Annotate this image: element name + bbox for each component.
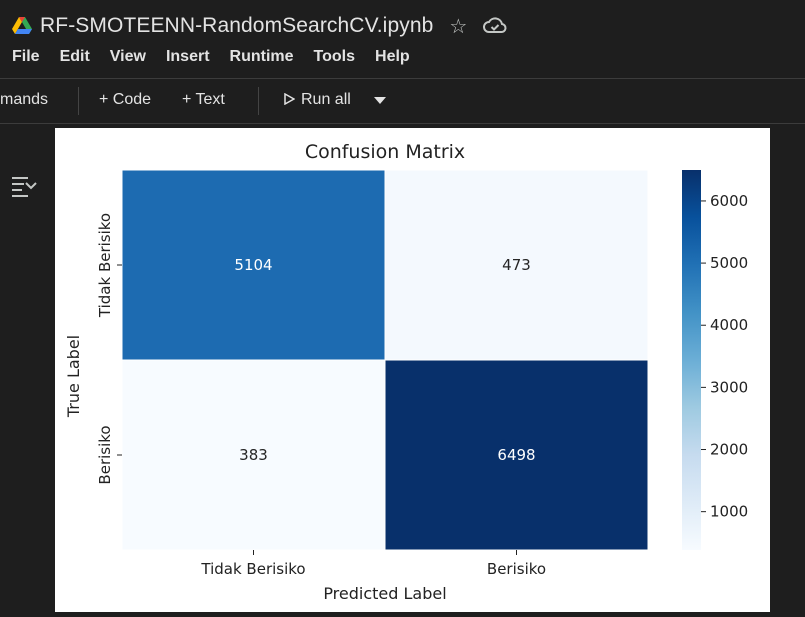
x-axis-label: Predicted Label (323, 584, 446, 603)
x-ticks: Tidak Berisiko Berisiko (200, 550, 546, 578)
commands-button[interactable]: mands (0, 91, 49, 108)
toolbar-separator (258, 87, 259, 115)
output-collapse-icon[interactable] (10, 174, 38, 198)
menu-help[interactable]: Help (375, 48, 410, 65)
toolbar-divider (0, 123, 805, 124)
toolbar-separator (78, 87, 79, 115)
heatmap-cell (121, 359, 386, 551)
cell-value-label: 5104 (234, 256, 272, 274)
menu-tools[interactable]: Tools (313, 48, 356, 65)
confusion-matrix-chart: Confusion Matrix Predicted Label True La… (64, 141, 748, 603)
x-tick-label: Berisiko (487, 560, 546, 578)
cell-value-label: 473 (502, 256, 531, 274)
menu-edit[interactable]: Edit (59, 48, 90, 65)
colorbar-scale (682, 170, 701, 550)
header-divider (0, 78, 805, 79)
colorbar-tick-label: 4000 (710, 316, 748, 334)
cloud-saved-icon[interactable] (483, 16, 507, 36)
add-text-button[interactable]: + Text (182, 91, 225, 108)
y-ticks: Tidak Berisiko Berisiko (96, 213, 122, 485)
toolbar: mands + Code + Text Run all (0, 79, 805, 123)
heatmap-cells: 5104 473 383 6498 (121, 169, 649, 551)
menu-view[interactable]: View (109, 48, 146, 65)
google-drive-icon (12, 17, 32, 34)
colorbar-tick-label: 5000 (710, 254, 748, 272)
colorbar-tick-label: 3000 (710, 378, 748, 396)
colorbar-tick-label: 2000 (710, 441, 748, 459)
play-icon (284, 92, 296, 106)
header: RF-SMOTEENN-RandomSearchCV.ipynb ☆ File … (0, 0, 805, 78)
heatmap-cell (384, 169, 649, 361)
run-all-label: Run all (301, 91, 351, 108)
chevron-down-icon[interactable] (373, 96, 387, 106)
colorbar: 1000 2000 3000 4000 5000 6000 (682, 170, 748, 550)
x-tick-label: Tidak Berisiko (200, 560, 305, 578)
menu-insert[interactable]: Insert (165, 48, 210, 65)
star-icon[interactable]: ☆ (449, 15, 468, 38)
y-tick-label: Berisiko (96, 425, 114, 484)
notebook-title[interactable]: RF-SMOTEENN-RandomSearchCV.ipynb (40, 14, 434, 37)
cell-gutter (0, 124, 55, 612)
menu-file[interactable]: File (12, 48, 40, 65)
y-tick-label: Tidak Berisiko (96, 213, 114, 318)
chart-title: Confusion Matrix (305, 141, 465, 163)
add-code-button[interactable]: + Code (99, 91, 152, 108)
heatmap-cell (121, 169, 386, 361)
y-axis-label: True Label (64, 335, 83, 418)
title-row: RF-SMOTEENN-RandomSearchCV.ipynb ☆ (12, 12, 507, 40)
menu-runtime[interactable]: Runtime (229, 48, 294, 65)
cell-value-label: 6498 (497, 446, 535, 464)
colorbar-tick-label: 6000 (710, 192, 748, 210)
colorbar-tick-label: 1000 (710, 503, 748, 521)
run-all-button[interactable]: Run all (283, 91, 351, 109)
menu-bar: File Edit View Insert Runtime Tools Help (12, 48, 430, 66)
cell-output: Confusion Matrix Predicted Label True La… (55, 128, 770, 612)
cell-value-label: 383 (239, 446, 268, 464)
